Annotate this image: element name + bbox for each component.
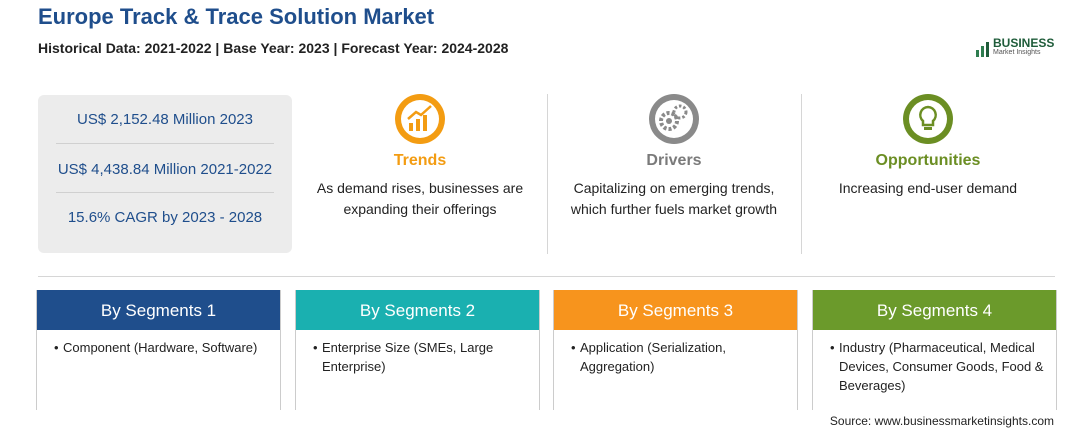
- stat: US$ 2,152.48 Million 2023: [77, 111, 253, 128]
- factor-label: Opportunities: [875, 152, 981, 169]
- divider: [56, 192, 274, 193]
- trends-icon: [395, 94, 445, 144]
- divider: [547, 94, 548, 254]
- segment-item: Component (Hardware, Software): [54, 338, 268, 357]
- factor-text: Capitalizing on emerging trends, which f…: [570, 180, 778, 217]
- source: Source: www.businessmarketinsights.com: [829, 414, 1054, 428]
- segment-item: Enterprise Size (SMEs, Large Enterprise): [313, 338, 527, 376]
- drivers-icon: [649, 94, 699, 144]
- stat: US$ 4,438.84 Million 2021-2022: [57, 161, 273, 178]
- segment-title: By Segments 2: [296, 290, 539, 330]
- segment-title: By Segments 4: [813, 290, 1056, 330]
- subtitle: Historical Data: 2021-2022 | Base Year: …: [38, 40, 509, 56]
- segment: By Segments 2 Enterprise Size (SMEs, Lar…: [295, 290, 540, 410]
- factor-label: Drivers: [646, 152, 702, 169]
- segment-item: Application (Serialization, Aggregation): [571, 338, 785, 376]
- logo-tagline: Market Insights: [993, 49, 1041, 56]
- segment: By Segments 1 Component (Hardware, Softw…: [36, 290, 281, 410]
- stat: 15.6% CAGR by 2023 - 2028: [67, 209, 263, 226]
- segment-title: By Segments 1: [37, 290, 280, 330]
- divider: [801, 94, 802, 254]
- segment: By Segments 3 Application (Serialization…: [553, 290, 798, 410]
- segment-item: Industry (Pharmaceutical, Medical Device…: [830, 338, 1044, 395]
- segment-title: By Segments 3: [554, 290, 797, 330]
- stats-box: US$ 2,152.48 Million 2023 US$ 4,438.84 M…: [38, 95, 292, 253]
- opportunities-icon: [903, 94, 953, 144]
- factor-text: Increasing end-user demand: [838, 180, 1018, 196]
- logo-icon: [976, 42, 989, 57]
- factor: Drivers Capitalizing on emerging trends,…: [559, 92, 789, 220]
- factor-label: Trends: [393, 152, 447, 169]
- logo-name: BUSINESS: [993, 36, 1055, 50]
- factor: Trends As demand rises, businesses are e…: [305, 92, 535, 220]
- divider: [56, 143, 274, 144]
- factor: Opportunities Increasing end-user demand: [813, 92, 1043, 199]
- title: Europe Track & Trace Solution Market: [38, 4, 435, 29]
- divider: [38, 276, 1055, 277]
- factor-text: As demand rises, businesses are expandin…: [316, 180, 524, 217]
- segment: By Segments 4 Industry (Pharmaceutical, …: [812, 290, 1057, 410]
- logo: BUSINESS Market Insights: [975, 36, 1065, 60]
